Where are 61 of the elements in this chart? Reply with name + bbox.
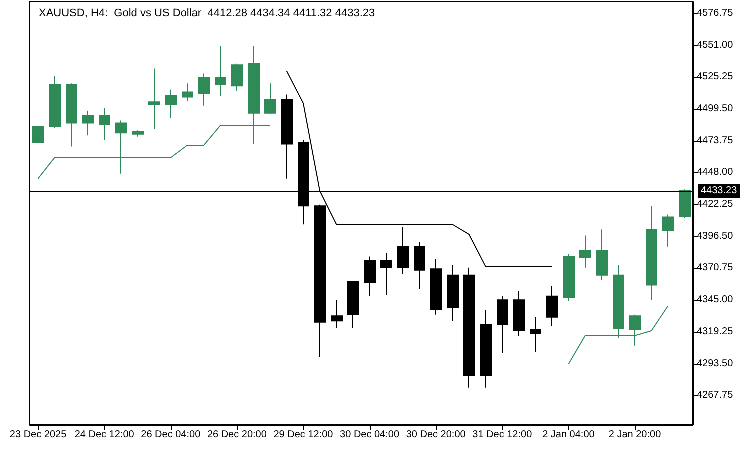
y-tick-label: 4396.50 — [697, 230, 734, 242]
candlestick — [579, 235, 591, 268]
x-tick-label: 24 Dec 12:00 — [74, 430, 135, 440]
x-tick-label: 26 Dec 04:00 — [141, 430, 202, 440]
y-tick-label: 4525.25 — [697, 72, 734, 83]
candlestick — [397, 226, 409, 275]
candlestick — [198, 73, 210, 106]
candlestick — [182, 83, 193, 102]
y-tick-label: 4370.75 — [697, 262, 734, 274]
candlestick — [32, 126, 44, 144]
candlestick — [447, 264, 459, 322]
candlestick — [347, 281, 359, 330]
candlestick — [679, 189, 691, 219]
x-tick-label: 2 Jan 04:00 — [542, 430, 596, 440]
candlestick — [646, 206, 657, 301]
y-tick-label: 4319.25 — [697, 326, 734, 338]
candlestick — [497, 296, 508, 354]
y-tick-label: 4576.75 — [697, 8, 734, 19]
y-tick-label: 4551.00 — [697, 40, 734, 51]
x-tick-label: 2 Jan 20:00 — [608, 430, 662, 440]
candlestick — [82, 110, 94, 136]
y-tick-label: 4293.50 — [697, 358, 734, 370]
candlestick — [165, 89, 177, 119]
candlestick — [629, 314, 641, 346]
candlestick — [66, 83, 77, 148]
candlestick — [414, 241, 425, 290]
y-tick-label: 4422.25 — [697, 199, 734, 210]
ref-line-label: 4433.23 — [701, 185, 738, 196]
candlestick — [364, 256, 376, 297]
text: XAUUSD, H4: Gold vs US Dollar 4412.28 4434.34 4411.32 4433.23 — [39, 8, 376, 20]
candlestick — [380, 252, 392, 296]
candlestick — [513, 290, 525, 336]
y-tick-label: 4448.00 — [697, 167, 734, 178]
x-tick-label: 26 Dec 20:00 — [207, 430, 268, 440]
candlestick — [563, 254, 575, 302]
candlestick — [530, 316, 541, 353]
candlestick — [546, 286, 558, 327]
candlestick — [215, 46, 226, 96]
candlestick — [430, 258, 442, 316]
x-tick-label: 30 Dec 04:00 — [340, 430, 400, 440]
candlestick — [463, 267, 475, 388]
candlestick — [331, 300, 343, 330]
x-tick-label: 29 Dec 12:00 — [274, 430, 334, 440]
y-tick-label: 4267.75 — [697, 390, 734, 402]
candlestick — [480, 309, 492, 388]
candlestick — [662, 214, 674, 248]
candlestick — [132, 130, 144, 138]
candlestick — [613, 264, 624, 339]
candlestick — [99, 108, 110, 142]
x-tick-label: 31 Dec 12:00 — [472, 430, 533, 440]
x-tick-label: 23 Dec 2025 — [10, 430, 68, 440]
x-tick-label: 30 Dec 20:00 — [406, 430, 466, 440]
candlestick — [231, 63, 243, 92]
y-tick-label: 4345.00 — [697, 294, 734, 306]
y-tick-label: 4473.75 — [697, 135, 734, 146]
candlestick — [264, 83, 276, 116]
candlestick — [49, 76, 61, 129]
candlestick — [148, 68, 160, 130]
candlestick — [596, 229, 608, 281]
y-tick-label: 4499.50 — [697, 103, 734, 114]
candlestick — [281, 94, 293, 180]
